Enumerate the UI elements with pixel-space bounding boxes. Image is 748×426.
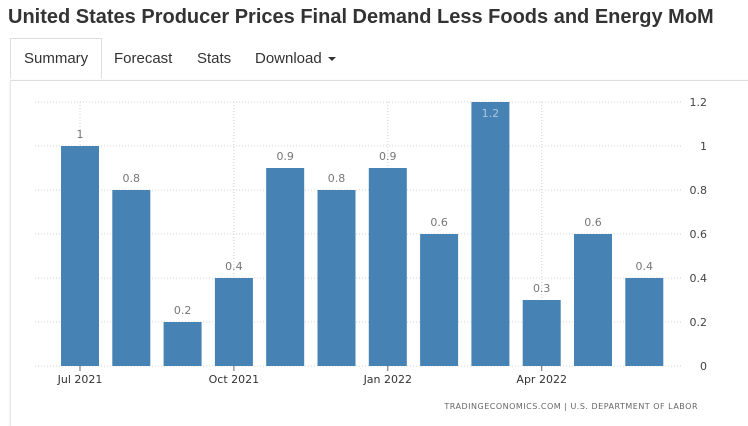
- data-label: 0.4: [225, 260, 243, 273]
- tab-stats[interactable]: Stats: [197, 50, 232, 67]
- tab-summary[interactable]: Summary: [10, 38, 103, 79]
- y-tick-label: 0.4: [690, 272, 708, 285]
- y-tick-label: 1.2: [690, 96, 708, 109]
- y-tick-label: 0.6: [690, 228, 708, 241]
- tab-download-label: Download: [255, 50, 322, 67]
- data-label: 0.6: [584, 216, 602, 229]
- page-title: United States Producer Prices Final Dema…: [8, 6, 714, 28]
- data-label: 1.2: [482, 107, 500, 120]
- chart-bar: [625, 278, 664, 366]
- data-label: 0.4: [636, 260, 654, 273]
- x-tick-label: Oct 2021: [209, 373, 260, 386]
- x-tick-label: Apr 2022: [516, 373, 567, 386]
- data-label: 0.8: [123, 172, 141, 185]
- chart-bar: [266, 168, 305, 366]
- chart-data-labels: 1 0.8 0.2 0.4 0.9 0.8 0.9 0.6 1.2 0.3 0.6 0.4: [77, 107, 654, 317]
- data-label: 0.8: [328, 172, 346, 185]
- tab-download[interactable]: Download: [255, 38, 336, 79]
- chart-bars: [61, 102, 664, 366]
- chart-panel: [10, 80, 748, 426]
- data-label: 0.6: [430, 216, 448, 229]
- chart-bar: [420, 234, 459, 366]
- y-tick-label: 0.2: [690, 316, 708, 329]
- chart-bar: [471, 102, 510, 366]
- data-label: 0.2: [174, 304, 192, 317]
- y-tick-label: 1: [700, 140, 707, 153]
- chart-bar: [214, 278, 253, 366]
- x-tick-label: Jul 2021: [57, 373, 103, 386]
- chart-axes: 0 0.2 0.4 0.6 0.8 1 1.2 Jul 2021 Oct 2021 Jan 202…: [57, 96, 707, 386]
- chart-bar: [574, 234, 612, 366]
- caret-down-icon: [327, 57, 336, 62]
- y-tick-label: 0.8: [690, 184, 708, 197]
- chart-bar: [61, 146, 99, 366]
- chart-bar: [317, 190, 356, 366]
- tab-bar: Summary Forecast Stats Download: [10, 38, 748, 81]
- tab-forecast[interactable]: Forecast: [114, 50, 173, 67]
- data-label: 0.9: [276, 150, 294, 163]
- data-label: 0.3: [533, 282, 551, 295]
- y-tick-label: 0: [700, 360, 707, 373]
- chart-bar: [368, 168, 407, 366]
- chart-source: TRADINGECONOMICS.COM | U.S. DEPARTMENT O…: [444, 402, 698, 411]
- data-label: 1: [77, 128, 84, 141]
- chart-bar: [112, 190, 151, 366]
- chart-bar: [522, 300, 561, 366]
- chart-bar: [163, 322, 202, 366]
- x-tick-label: Jan 2022: [363, 373, 412, 386]
- data-label: 0.9: [379, 150, 397, 163]
